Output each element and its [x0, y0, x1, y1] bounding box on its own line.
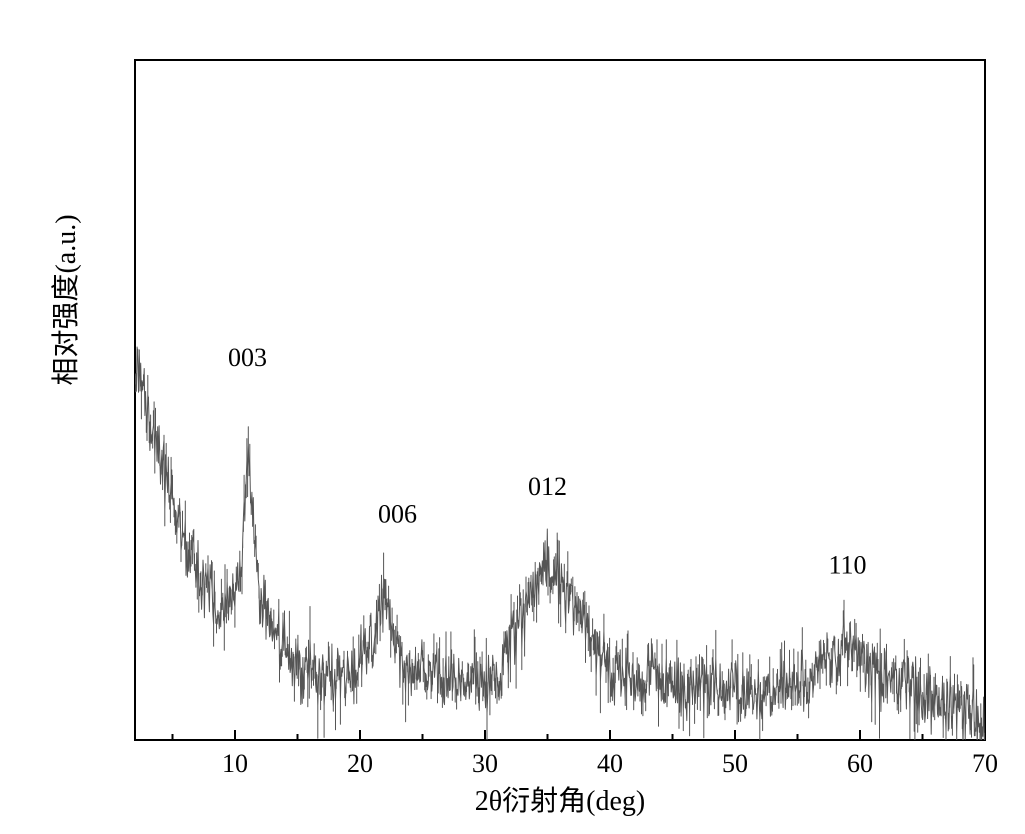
x-tick-label: 60	[847, 749, 873, 778]
x-tick-label: 10	[222, 749, 248, 778]
x-tick-label: 30	[472, 749, 498, 778]
x-tick-label: 20	[347, 749, 373, 778]
x-tick-label: 40	[597, 749, 623, 778]
xrd-chart: 10 20 30 40 50 60 70 2θ衍射角(deg) 相对强度(a.u.) 003 006…	[0, 0, 1025, 834]
plot-border	[135, 60, 985, 740]
peak-label: 012	[528, 472, 567, 501]
chart-svg: 10 20 30 40 50 60 70 2θ衍射角(deg) 相对强度(a.u.) 003 006…	[0, 0, 1025, 834]
peak-label: 003	[228, 343, 267, 372]
x-tick-label: 70	[972, 749, 998, 778]
peak-label: 110	[828, 550, 866, 579]
y-axis-label: 相对强度(a.u.)	[50, 214, 82, 385]
x-axis-label: 2θ衍射角(deg)	[475, 785, 646, 817]
peak-label: 006	[378, 499, 417, 528]
x-tick-label: 50	[722, 749, 748, 778]
